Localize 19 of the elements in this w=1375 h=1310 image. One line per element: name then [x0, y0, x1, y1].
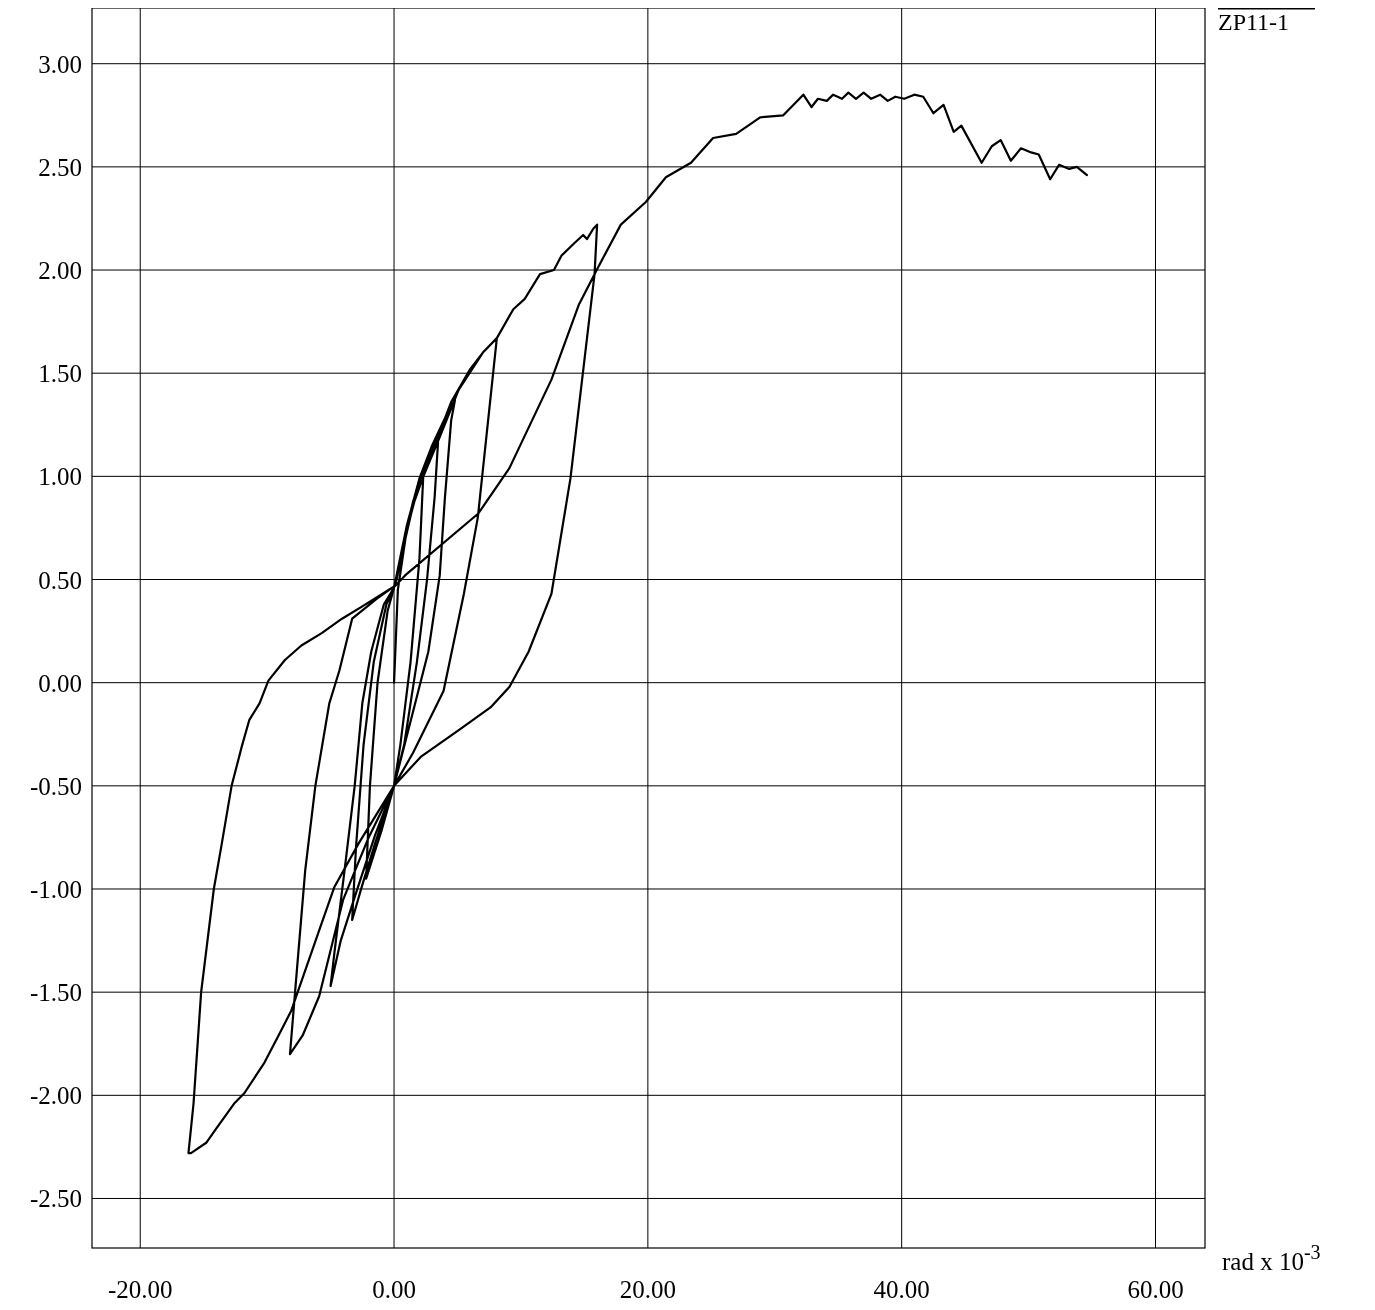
y-tick-label: 3.00: [38, 50, 82, 78]
legend-label: ZP11-1: [1218, 9, 1290, 35]
y-tick-label: -2.00: [29, 1082, 82, 1110]
x-tick-label: 20.00: [619, 1276, 676, 1303]
y-tick-label: -1.00: [29, 876, 82, 903]
x-tick-label: 0.00: [372, 1276, 416, 1303]
y-tick-label: 2.50: [38, 153, 82, 181]
x-tick-label: 40.00: [873, 1276, 930, 1303]
y-tick-label: -1.50: [29, 979, 82, 1007]
x-axis-title: rad x 10$^{-3}$: [1222, 1241, 1321, 1275]
y-tick-label: 2.00: [38, 257, 82, 285]
x-tick-label: -20.00: [107, 1276, 173, 1303]
x-tick-label: 60.00: [1127, 1276, 1184, 1303]
y-tick-label: -2.50: [29, 1185, 82, 1213]
y-tick-label: 0.00: [38, 669, 82, 697]
y-tick-label: -0.50: [29, 772, 82, 800]
y-tick-label: 1.00: [38, 463, 82, 491]
y-tick-label: 1.50: [38, 360, 82, 388]
y-tick-label: 0.50: [38, 566, 82, 594]
